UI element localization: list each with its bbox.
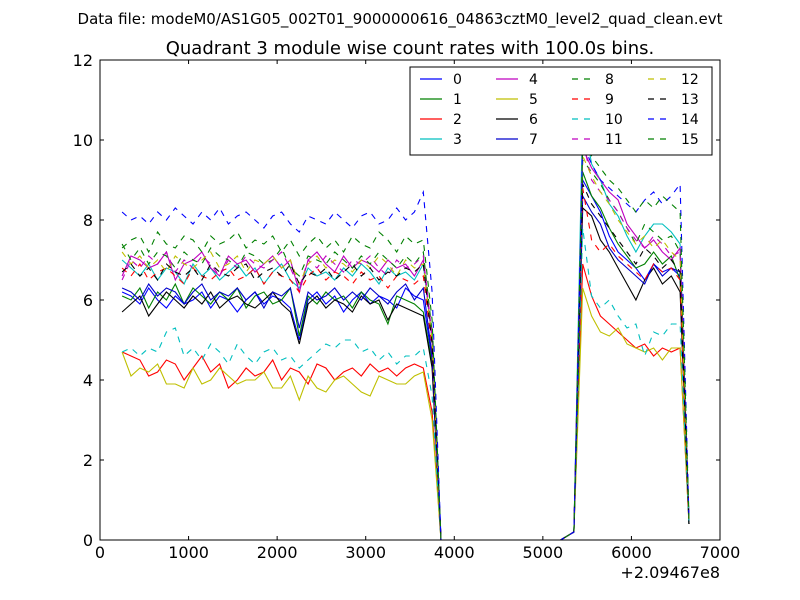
series-line-15 <box>121 142 690 541</box>
legend-label-6: 6 <box>529 112 538 128</box>
series-line-13 <box>121 183 690 541</box>
legend-label-1: 1 <box>453 92 462 108</box>
plot-lines <box>121 111 690 541</box>
y-tick-label: 8 <box>83 211 93 230</box>
legend-label-10: 10 <box>605 112 623 128</box>
legend-label-2: 2 <box>453 112 462 128</box>
x-tick-label: 2000 <box>257 543 298 562</box>
legend-label-0: 0 <box>453 72 462 88</box>
legend-label-12: 12 <box>681 72 699 88</box>
legend-label-3: 3 <box>453 132 462 148</box>
x-tick-label: 6000 <box>611 543 652 562</box>
legend-label-7: 7 <box>529 132 538 148</box>
legend-label-15: 15 <box>681 132 699 148</box>
legend-label-14: 14 <box>681 112 699 128</box>
series-line-7 <box>121 193 690 541</box>
y-tick-label: 2 <box>83 451 93 470</box>
x-tick-label: 7000 <box>700 543 741 562</box>
x-tick-label: 3000 <box>345 543 386 562</box>
y-tick-label: 4 <box>83 371 93 390</box>
series-line-14 <box>121 143 690 541</box>
suptitle: Data file: modeM0/AS1G05_002T01_90000006… <box>78 10 723 29</box>
legend-box <box>409 66 713 156</box>
series-line-10 <box>121 227 690 541</box>
series-line-3 <box>121 111 690 541</box>
series-line-2 <box>121 263 690 541</box>
legend-label-13: 13 <box>681 92 699 108</box>
x-offset-label: +2.09467e8 <box>620 563 720 582</box>
x-tick-label: 0 <box>95 543 105 562</box>
series-line-11 <box>121 139 690 541</box>
x-tick-label: 4000 <box>434 543 475 562</box>
series-line-12 <box>121 155 690 541</box>
y-tick-label: 10 <box>73 131 93 150</box>
y-tick-label: 12 <box>73 51 93 70</box>
legend-label-4: 4 <box>529 72 538 88</box>
chart-title: Quadrant 3 module wise count rates with … <box>166 38 655 59</box>
series-line-5 <box>121 287 690 541</box>
legend-label-11: 11 <box>605 132 623 148</box>
legend-label-8: 8 <box>605 72 614 88</box>
x-tick-label: 5000 <box>522 543 563 562</box>
series-line-4 <box>121 147 690 541</box>
legend-label-9: 9 <box>605 92 614 108</box>
legend-label-5: 5 <box>529 92 538 108</box>
y-tick-label: 6 <box>83 291 93 310</box>
y-tick-label: 0 <box>83 531 93 550</box>
series-line-9 <box>121 187 690 541</box>
series-line-6 <box>121 206 690 541</box>
x-tick-label: 1000 <box>168 543 209 562</box>
